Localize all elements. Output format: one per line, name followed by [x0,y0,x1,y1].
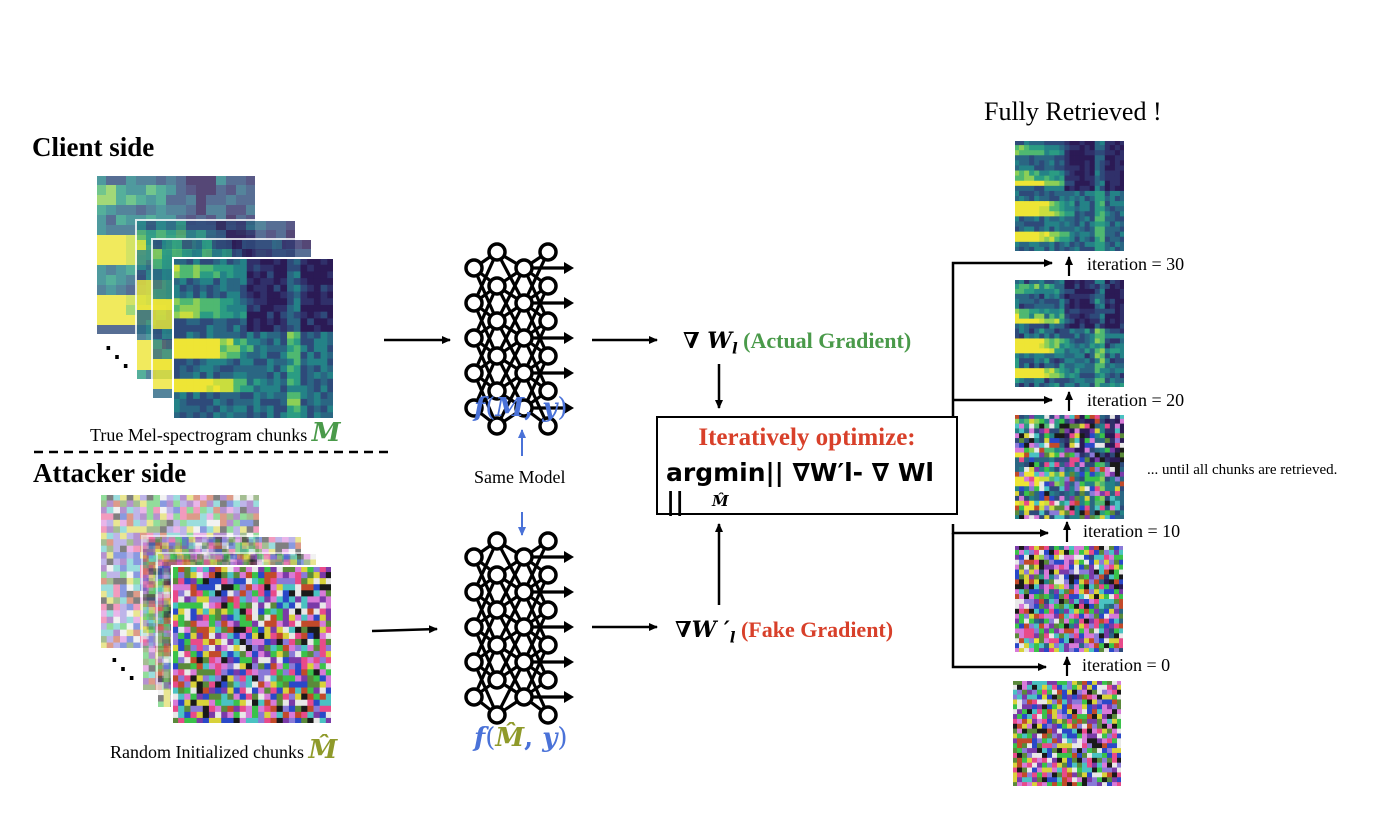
model-separator: , [524,393,543,423]
actual-gradient-label: (Actual Gradient) [743,328,912,353]
true-chunks-caption: True Mel-spectrogram chunks M [90,418,341,448]
iteration-up-arrows [1063,256,1073,676]
optimize-box: Iteratively optimize: argmin|| ∇W′l- ∇ W… [656,416,958,516]
fake-gradient: ∇W ′l (Fake Gradient) [675,617,893,646]
model-paren-close: ) [557,393,568,423]
model-fn-symbol: f [474,393,486,423]
model-input-symbol: M̂ [495,723,525,753]
iteration-branch-arrows [951,259,1053,671]
iteration-30-label: iteration = 30 [1087,254,1185,274]
client-model-network-icon [464,242,574,436]
retrieved-chunk-iter30 [1013,139,1126,253]
iteration-10-label: iteration = 10 [1083,521,1181,541]
optimize-title: Iteratively optimize: [698,424,916,451]
until-all-retrieved-note: ... until all chunks are retrieved. [1147,462,1338,478]
true-chunks-symbol: M [311,418,341,448]
attacker-ellipsis: ⋱ [110,654,136,683]
random-chunks-stack [99,493,333,725]
model-fn-symbol: f [474,723,486,753]
iteration-0-label: iteration = 0 [1082,655,1171,675]
random-chunks-caption-text: Random Initialized chunks [110,742,304,762]
client-side-title: Client side [32,132,155,162]
client-model-expression: f(M, y) [474,393,568,423]
retrieved-chunk-iter20 [1013,278,1126,389]
fake-gradient-label: (Fake Gradient) [740,617,894,642]
retrieved-chunk-iter0 [1011,679,1123,788]
model-label-symbol: y [542,723,558,753]
model-separator: , [524,723,543,753]
model-label-symbol: y [542,393,558,423]
actual-gradient-subscript: l [731,339,738,358]
model-paren-open: ( [485,393,496,423]
attacker-model-expression: f(M̂, y) [474,723,568,753]
random-chunk-front [171,565,333,725]
actual-gradient: ∇ Wl (Actual Gradient) [683,328,911,357]
retrieved-chunk-noise [1013,544,1125,654]
attacker-side-title: Attacker side [33,458,187,488]
optimize-expression: argmin|| ∇W′l- ∇ Wl || [666,458,934,516]
model-paren-close: ) [557,723,568,753]
same-model-label: Same Model [474,467,566,487]
attacker-model-network-icon [464,531,574,725]
iteration-20-label: iteration = 20 [1087,390,1185,410]
random-chunks-symbol: M̂ [308,735,338,765]
fake-gradient-subscript: l [729,628,736,647]
true-chunk-front [172,257,335,420]
fake-gradient-symbol: ∇W ′ [675,617,730,643]
model-paren-open: ( [485,723,496,753]
actual-gradient-symbol: ∇ W [683,328,732,354]
retrieved-title: Fully Retrieved ! [984,97,1162,126]
optimize-subscript: M̂ [712,492,729,510]
retrieved-chunks-column [1011,139,1126,788]
client-ellipsis: ⋱ [104,342,130,371]
true-chunks-stack [95,174,335,420]
true-chunks-caption-text: True Mel-spectrogram chunks [90,425,308,445]
random-chunks-caption: Random Initialized chunks M̂ [110,735,337,765]
retrieved-chunk-iter10 [1013,413,1126,521]
model-input-symbol: M [495,393,525,423]
arrow-chunks-to-attacker-model [371,625,438,634]
